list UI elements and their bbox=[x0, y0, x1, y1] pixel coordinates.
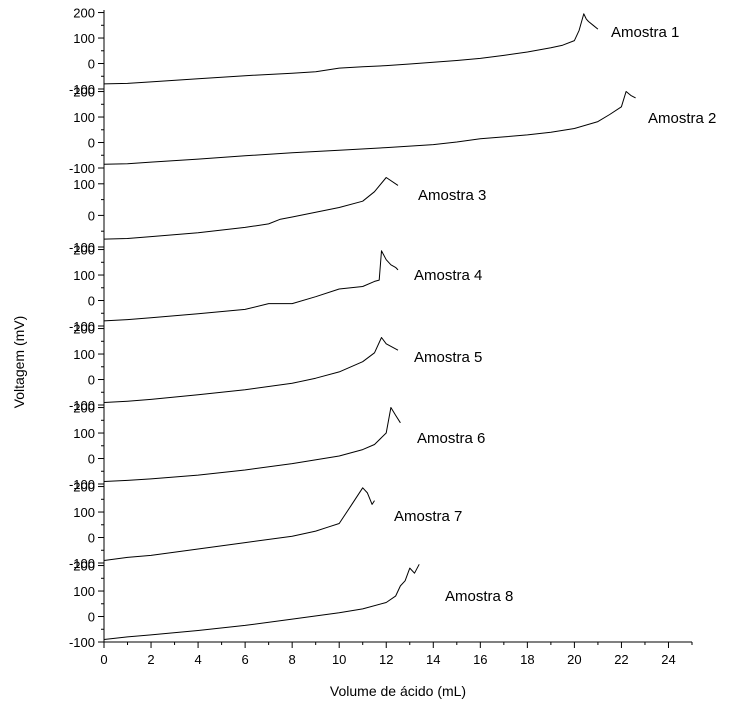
x-tick-label: 6 bbox=[242, 652, 249, 667]
y-tick-label: -100 bbox=[69, 240, 95, 255]
y-tick-label: 0 bbox=[88, 610, 95, 625]
panel-5: -100 0 100 200 Amostra 5 bbox=[69, 322, 482, 413]
sample-label-3: Amostra 3 bbox=[418, 187, 486, 204]
panel-2: -100 0 100 200 Amostra 2 bbox=[69, 85, 716, 176]
y-tick-label: -100 bbox=[69, 82, 95, 97]
y-tick-label: 100 bbox=[73, 347, 95, 362]
y-tick-label: -100 bbox=[69, 635, 95, 650]
panel-1: -100 0 100 200 Amostra 1 bbox=[69, 6, 679, 97]
series-line-3 bbox=[103, 177, 399, 240]
y-tick-label: 200 bbox=[73, 480, 95, 495]
y-tick-label: 200 bbox=[73, 401, 95, 416]
sample-label-2: Amostra 2 bbox=[648, 110, 716, 127]
x-tick-label: 4 bbox=[194, 652, 201, 667]
sample-label-6: Amostra 6 bbox=[417, 430, 485, 447]
series-line-2 bbox=[103, 91, 636, 165]
panel-6: -100 0 100 200 Amostra 6 bbox=[69, 401, 485, 492]
y-tick-label: 200 bbox=[73, 322, 95, 337]
y-tick-label: 200 bbox=[73, 559, 95, 574]
y-tick-label: -100 bbox=[69, 398, 95, 413]
x-tick-label: 8 bbox=[289, 652, 296, 667]
x-tick-label: 16 bbox=[473, 652, 487, 667]
y-tick-label: 100 bbox=[73, 177, 95, 192]
y-tick-label: 100 bbox=[73, 584, 95, 599]
series-line-8 bbox=[103, 564, 420, 640]
x-tick-label: 22 bbox=[614, 652, 628, 667]
y-tick-label: 0 bbox=[88, 294, 95, 309]
series-line-4 bbox=[103, 250, 399, 322]
panel-3: -100 0 100 Amostra 3 bbox=[69, 168, 486, 255]
y-tick-label: 200 bbox=[73, 6, 95, 21]
y-tick-label: 0 bbox=[88, 452, 95, 467]
y-tick-label: 100 bbox=[73, 426, 95, 441]
y-tick-label: -100 bbox=[69, 319, 95, 334]
x-tick-label: 0 bbox=[100, 652, 107, 667]
x-axis: 0 2 4 6 8 10 12 14 16 18 20 22 24 bbox=[100, 641, 693, 667]
y-tick-label: 100 bbox=[73, 110, 95, 125]
sample-label-8: Amostra 8 bbox=[445, 588, 513, 605]
sample-label-5: Amostra 5 bbox=[414, 349, 482, 366]
y-tick-label: -100 bbox=[69, 556, 95, 571]
x-tick-label: 20 bbox=[567, 652, 581, 667]
y-tick-label: 0 bbox=[88, 373, 95, 388]
series-line-5 bbox=[103, 337, 399, 403]
y-tick-label: 100 bbox=[73, 268, 95, 283]
y-tick-label: 0 bbox=[88, 136, 95, 151]
panel-7: -100 0 100 200 Amostra 7 bbox=[69, 480, 462, 571]
sample-label-4: Amostra 4 bbox=[414, 267, 482, 284]
panel-8: -100 0 100 200 Amostra 8 bbox=[69, 559, 513, 650]
y-tick-label: 100 bbox=[73, 31, 95, 46]
x-tick-label: 2 bbox=[147, 652, 154, 667]
series-line-6 bbox=[103, 407, 401, 482]
x-tick-label: 24 bbox=[661, 652, 675, 667]
sample-label-7: Amostra 7 bbox=[394, 508, 462, 525]
panels: -100 0 100 200 Amostra 1 -100 0 100 200 Amostra 2… bbox=[69, 6, 716, 650]
y-tick-label: 100 bbox=[73, 505, 95, 520]
x-tick-label: 18 bbox=[520, 652, 534, 667]
y-tick-label: -100 bbox=[69, 161, 95, 176]
y-axis-label: Voltagem (mV) bbox=[11, 316, 27, 409]
y-tick-label: 0 bbox=[88, 57, 95, 72]
y-tick-label: -100 bbox=[69, 477, 95, 492]
series-line-7 bbox=[103, 487, 375, 561]
panel-4: -100 0 100 200 Amostra 4 bbox=[69, 243, 482, 334]
y-tick-label: 0 bbox=[88, 208, 95, 223]
x-axis-label: Volume de ácido (mL) bbox=[330, 683, 466, 699]
y-tick-label: 200 bbox=[73, 243, 95, 258]
sample-label-1: Amostra 1 bbox=[611, 24, 679, 41]
x-tick-label: 10 bbox=[332, 652, 346, 667]
x-tick-label: 14 bbox=[426, 652, 440, 667]
x-tick-label: 12 bbox=[379, 652, 393, 667]
y-tick-label: 200 bbox=[73, 85, 95, 100]
series-line-1 bbox=[103, 13, 599, 85]
y-tick-label: 0 bbox=[88, 531, 95, 546]
